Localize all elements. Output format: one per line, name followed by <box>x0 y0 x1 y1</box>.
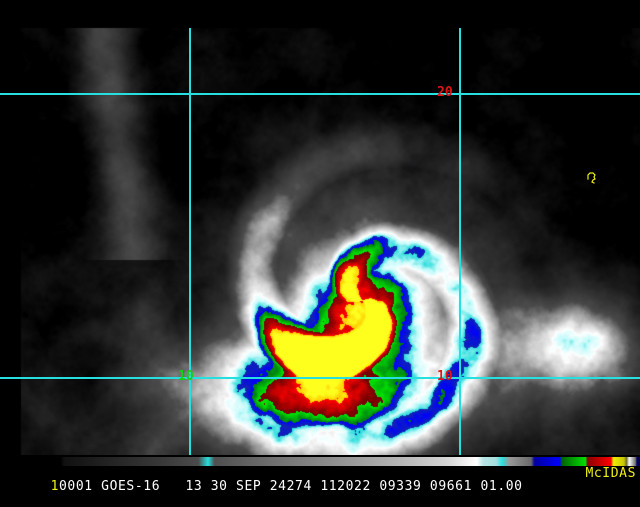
legend-band-prefix: 1 <box>50 479 59 494</box>
satellite-image-area[interactable]: 20 10 10 <box>0 0 640 455</box>
legend-spacer-1 <box>93 479 101 494</box>
satellite-image-viewer: 20 10 10 10001 GOES-16 13 30 SEP 24274 1… <box>0 0 640 493</box>
gridline-horizontal-bottom <box>0 377 640 379</box>
legend-spacer-4 <box>261 479 269 494</box>
legend-spacer-7 <box>421 479 429 494</box>
legend-element-number: 09661 <box>429 479 473 494</box>
ir-enhancement-colorbar <box>0 457 640 466</box>
legend-channel: 13 <box>185 479 203 494</box>
legend-spacer-2 <box>160 479 185 494</box>
legend-bar: 10001 GOES-16 13 30 SEP 24274 112022 093… <box>0 455 640 493</box>
grid-label-lat-10-right: 10 <box>437 369 453 384</box>
legend-satellite: GOES-16 <box>101 479 161 494</box>
legend-time-utc: 112022 <box>320 479 371 494</box>
legend-date: 30 SEP <box>210 479 262 494</box>
gridline-vertical-left <box>189 28 191 455</box>
legend-sector-id: 0001 <box>59 479 93 494</box>
grid-label-lat-20: 20 <box>437 85 453 100</box>
island-coastline-icon <box>587 172 596 184</box>
satellite-infrared-image[interactable] <box>0 0 640 455</box>
legend-spacer-8 <box>472 479 480 494</box>
legend-text-row: 10001 GOES-16 13 30 SEP 24274 112022 093… <box>0 467 640 493</box>
legend-julian-day: 24274 <box>269 479 312 494</box>
gridline-horizontal-top <box>0 93 640 95</box>
legend-spacer-6 <box>371 479 379 494</box>
legend-line-number: 09339 <box>379 479 422 494</box>
gridline-vertical-right <box>459 28 461 455</box>
grid-label-lat-10-left: 10 <box>178 369 194 384</box>
legend-spacer-5 <box>312 479 320 494</box>
legend-spacer-3 <box>202 479 210 494</box>
legend-resolution: 01.00 <box>480 479 523 494</box>
mcidas-brand-label: McIDAS <box>585 466 636 481</box>
